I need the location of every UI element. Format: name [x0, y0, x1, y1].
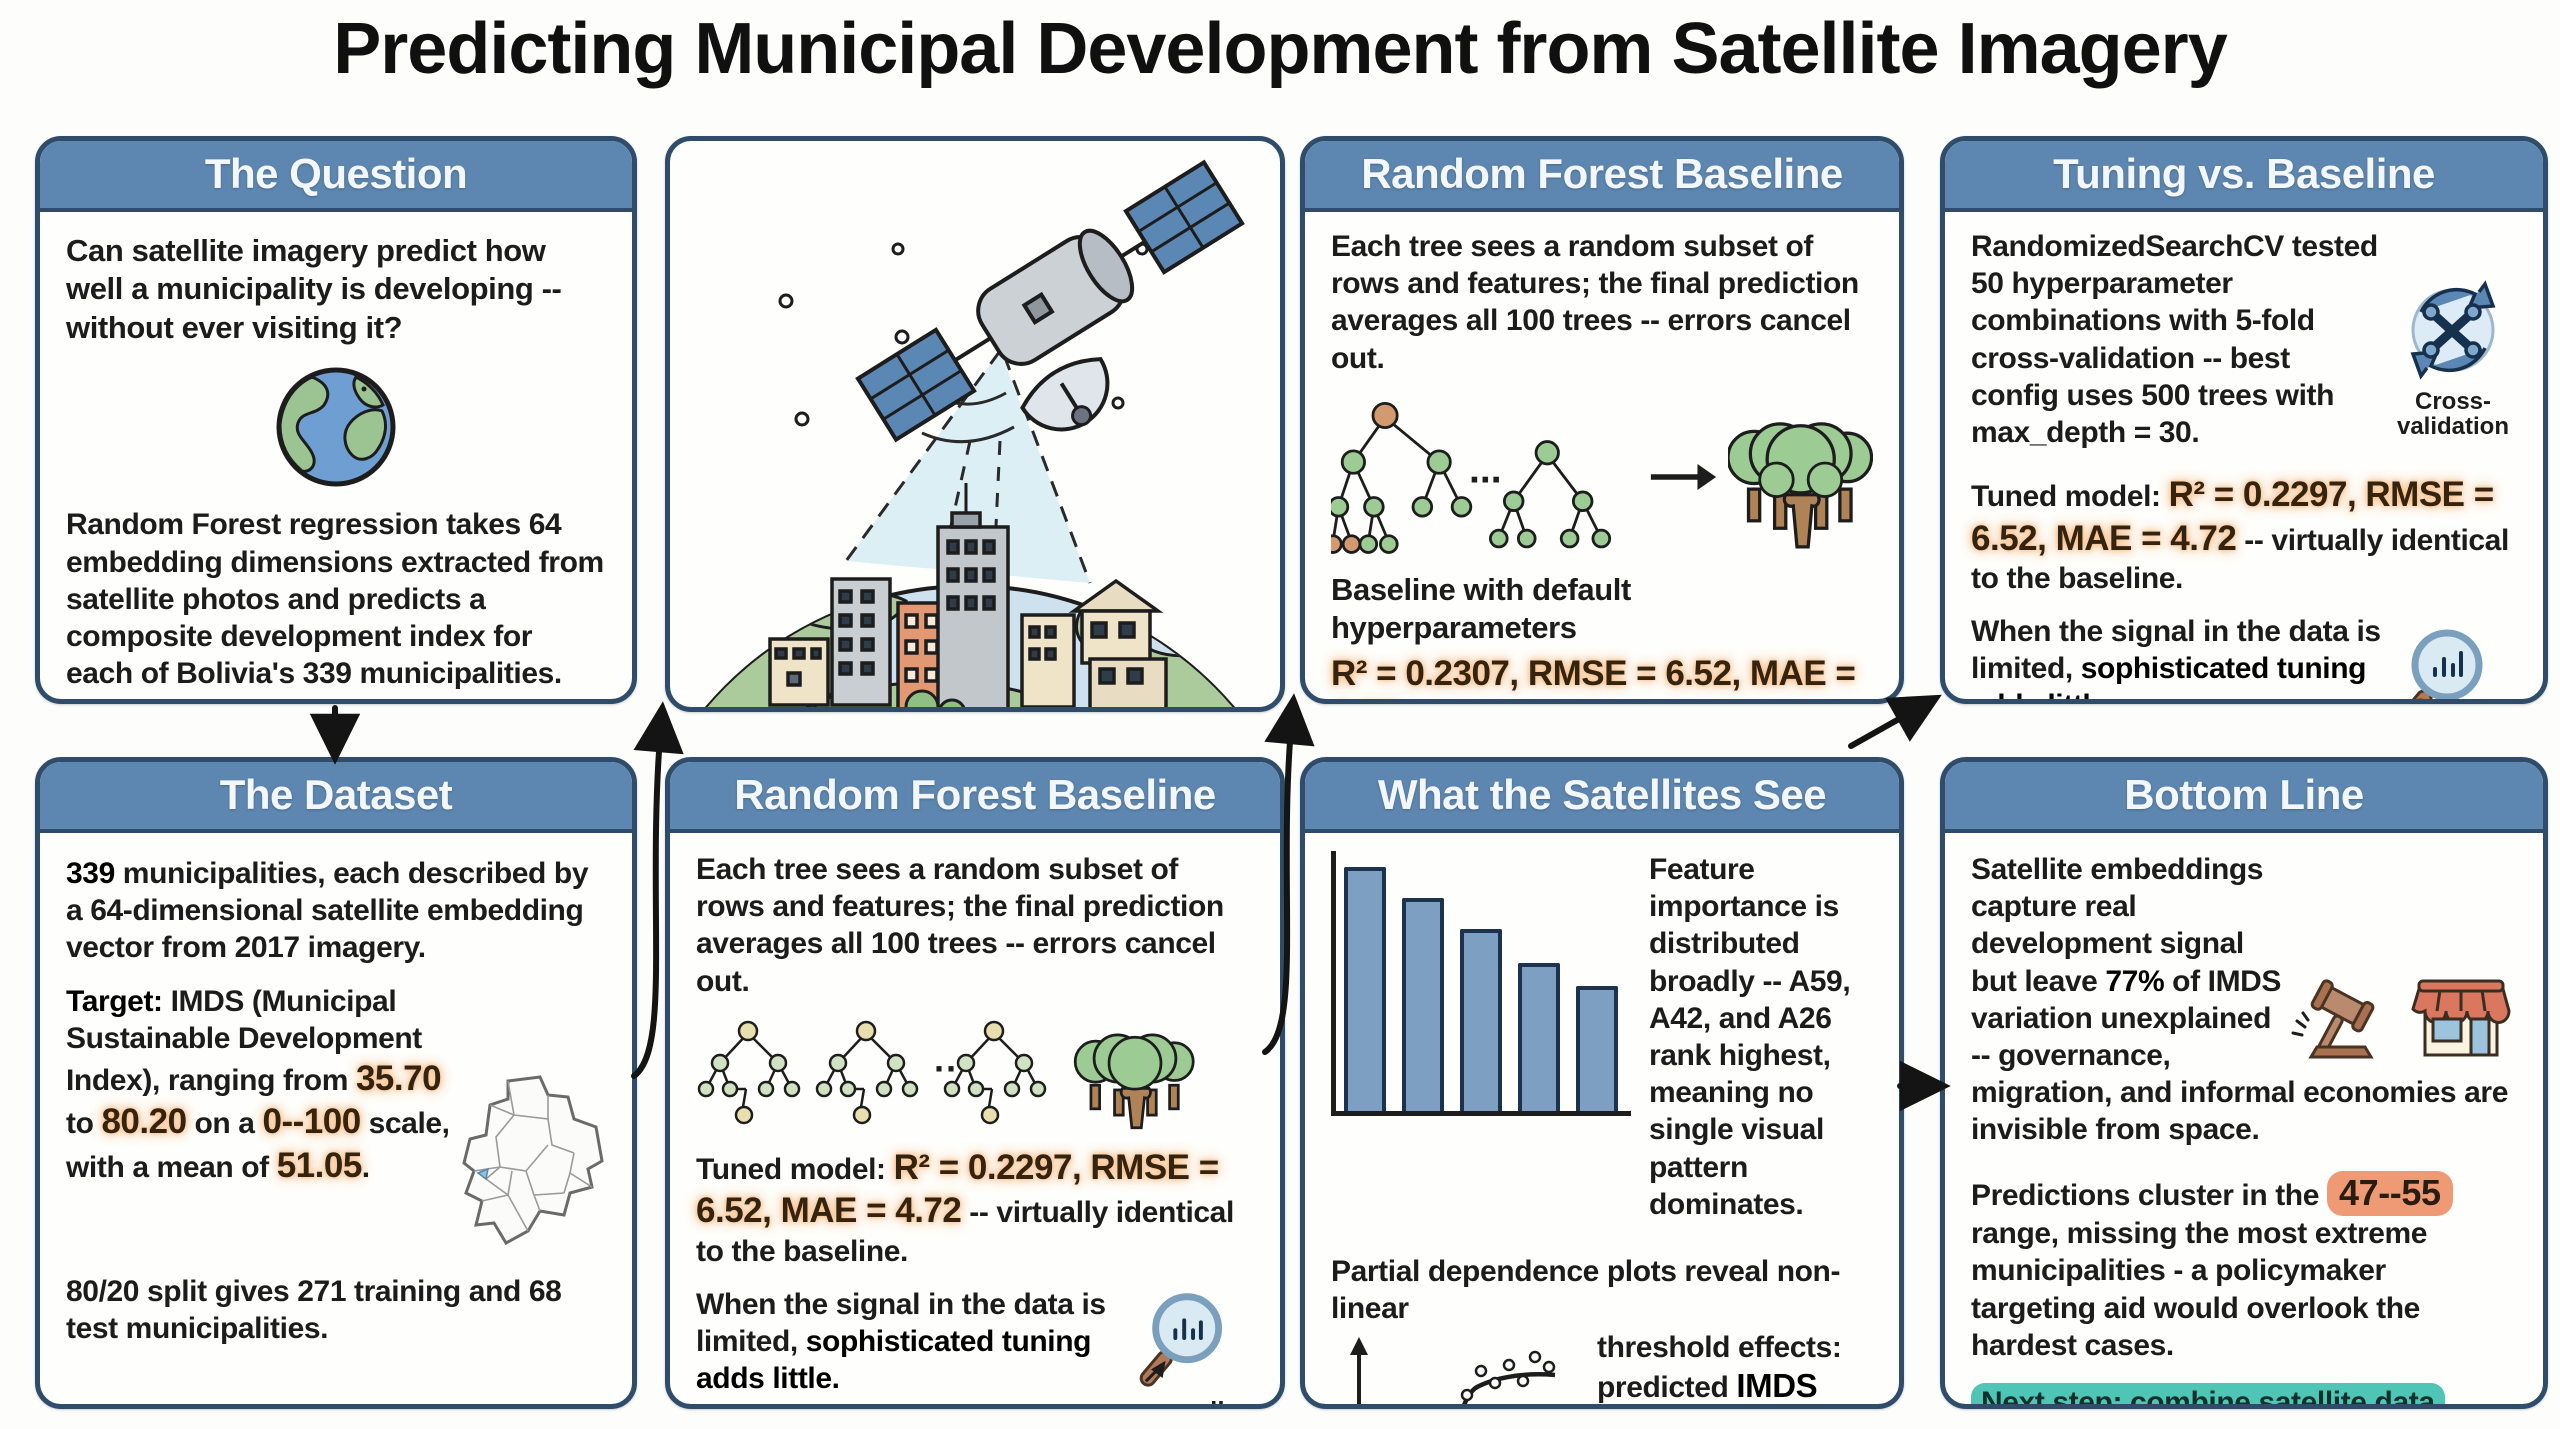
partial-dependence-plot	[1350, 1337, 1556, 1404]
range-pill: 47--55	[2326, 1170, 2453, 1216]
satellites-see-title: What the Satellites See	[1305, 762, 1899, 833]
cross-validation-label: Cross-validation	[2396, 388, 2510, 441]
panel-rf-baseline-bottom: Random Forest Baseline Each tree sees a …	[665, 757, 1285, 1409]
bottom-line-title: Bottom Line	[1945, 762, 2543, 833]
tree-ellipsis: ...	[1469, 448, 1502, 491]
imds-mean: 51.05	[276, 1145, 363, 1185]
rf-bottom-metrics-line: Tuned model: R² = 0.2297, RMSE = 6.52, M…	[696, 1146, 1254, 1270]
imds-range-low: 35.70	[355, 1058, 442, 1098]
rf-bottom-metrics: R² = 0.2297, RMSE = 6.52, MAE = 4.72	[696, 1147, 1219, 1231]
pdp-text: threshold effects: predicted IMDS jumps …	[1597, 1329, 1873, 1405]
rf-top-metrics-line: R² = 0.2307, RMSE = 6.52, MAE = 4.68 -- …	[1331, 652, 1873, 704]
page-title: Predicting Municipal Development from Sa…	[333, 9, 2227, 89]
tuning-metrics-tail: -- virtually identical to the baseline.	[1971, 523, 2509, 595]
tuning-search-text: RandomizedSearchCV tested 50 hyperparame…	[1971, 230, 2378, 449]
imds-range-high: 80.20	[101, 1102, 187, 1142]
rf-top-explainer: Each tree sees a random subset of rows a…	[1331, 230, 1859, 375]
panel-rf-baseline-top: Random Forest Baseline Each tree sees a …	[1300, 136, 1904, 704]
forest-icon-small	[1073, 1033, 1195, 1129]
next-step-block: Next step: combine satellite data with a…	[1971, 1380, 2517, 1404]
rf-bottom-metrics-tail: -- virtually identical to the baseline.	[696, 1196, 1234, 1268]
feature-importance-bar	[1576, 986, 1618, 1111]
panel-bottom-line: Bottom Line	[1940, 757, 2548, 1409]
dataset-title: The Dataset	[40, 762, 632, 833]
panel-satellite-illustration	[665, 136, 1285, 712]
rf-top-baseline-label: Baseline with default hyperparameters	[1331, 571, 1631, 646]
bl-p1c: of IMDS variation unexplained -- governa…	[1971, 964, 2508, 1147]
arrow-right-icon	[1650, 463, 1716, 490]
magnifier-icon	[2397, 623, 2517, 699]
tuning-conclusion-text: When the signal in the data is limited, …	[1971, 613, 2517, 699]
target-label: Target:	[66, 984, 163, 1018]
tuning-conclusion-b: sophisticated tuning adds little.	[1971, 652, 2367, 699]
store-icon	[2411, 979, 2511, 1057]
tree-to-forest-diagram: ...	[1331, 391, 1873, 563]
panel-the-question: The Question Can satellite imagery predi…	[35, 136, 637, 704]
tuning-metrics: R² = 0.2297, RMSE = 6.52, MAE = 4.72	[1971, 475, 2494, 558]
pdp-intro-text: Partial dependence plots reveal non-line…	[1331, 1254, 1841, 1326]
feature-importance-bar	[1460, 929, 1502, 1111]
feature-importance-text: Feature importance is distributed broadl…	[1649, 853, 1851, 1221]
globe-icon	[66, 363, 606, 496]
bl-p2b: range, missing the most extreme municipa…	[1971, 1217, 2428, 1362]
prediction-cluster-text: Predictions cluster in the 47--55 range,…	[1971, 1170, 2517, 1364]
tuned-model-label: Tuned model:	[1971, 480, 2169, 514]
rf-bottom-explainer: Each tree sees a random subset of rows a…	[696, 853, 1224, 998]
dataset-target-text: Target: IMDS (Municipal Sustainable Deve…	[66, 983, 606, 1188]
pdp-text-b: IMDS jumps sharply	[1736, 1367, 1818, 1405]
small-label: small.	[1136, 1396, 1254, 1404]
feature-importance-bar	[1518, 962, 1560, 1111]
forest-icon	[1727, 421, 1873, 549]
gavel-icon	[2291, 979, 2375, 1059]
feature-importance-bar	[1344, 866, 1386, 1111]
bl-p1a: Satellite embeddings capture real develo…	[1971, 853, 2264, 998]
bolivia-map-icon	[456, 1074, 606, 1247]
target-b: to	[66, 1107, 102, 1141]
rf-baseline-top-title: Random Forest Baseline	[1305, 141, 1899, 212]
invisible-factors-icons	[2289, 969, 2517, 1061]
question-text: Can satellite imagery predict how well a…	[66, 233, 562, 345]
pdp-text-a: threshold effects: predicted	[1597, 1331, 1842, 1405]
target-a: IMDS (Municipal Sustainable Development …	[66, 984, 422, 1097]
unexplained-pct: 77%	[2105, 964, 2165, 998]
dataset-size-tail: municipalities, each described by a 64-d…	[66, 857, 589, 965]
rf-top-metrics-tail: -- the model explains about	[1397, 702, 1790, 704]
dataset-count: 339	[66, 857, 115, 890]
tuning-metrics-line: Tuned model: R² = 0.2297, RMSE = 6.52, M…	[1971, 473, 2517, 597]
rf-top-metrics: R² = 0.2307, RMSE = 6.52, MAE = 4.68	[1331, 653, 1856, 699]
rf-bottom-conclusion-b: sophisticated tuning adds little.	[696, 1324, 1092, 1396]
bottom-line-signal-text: Satellite embeddings capture real develo…	[1971, 851, 2517, 1149]
next-step-text: Next step: combine satellite data with a…	[1971, 1382, 2499, 1404]
dataset-size-text: 339 municipalities, each described by a …	[66, 855, 606, 967]
panel-what-satellites-see: What the Satellites See Feature importan…	[1300, 757, 1904, 1409]
cross-validation-icon: Cross-validation	[2389, 278, 2517, 439]
question-detail-text: Random Forest regression takes 64 embedd…	[66, 508, 604, 691]
magnifier-icon-small: small.	[1136, 1286, 1254, 1404]
target-d: scale, with a mean of	[66, 1107, 450, 1184]
panel-tuning-vs-baseline: Tuning vs. Baseline Cr	[1940, 136, 2548, 704]
rf-top-pct: 23%	[1791, 702, 1850, 704]
arrow-dataset-to-satellite	[631, 701, 684, 1079]
rf-baseline-bottom-title: Random Forest Baseline	[670, 762, 1280, 833]
tuning-conclusion-a: When the signal in the data is limited,	[1971, 615, 2381, 686]
target-e: .	[361, 1150, 370, 1184]
mini-decision-trees: ···	[697, 1020, 1047, 1124]
rf-bottom-conclusion-a: When the signal in the data is limited,	[696, 1287, 1106, 1358]
imds-scale: 0--100	[262, 1102, 362, 1142]
mini-trees-diagram: ···	[696, 1016, 1254, 1134]
panel-the-dataset: The Dataset 339 municipalities, each des…	[35, 757, 637, 1409]
rf-bottom-tuned-label: Tuned model:	[696, 1152, 894, 1186]
bl-p2a: Predictions cluster in the	[1971, 1178, 2327, 1212]
target-c: on a	[186, 1107, 263, 1141]
satellite-scene-illustration	[670, 159, 1280, 707]
panel-the-question-title: The Question	[40, 141, 632, 212]
feature-importance-bar	[1402, 897, 1444, 1111]
feature-importance-bar-chart	[1331, 851, 1631, 1116]
decision-tree-diagram: ...	[1331, 401, 1612, 554]
tuning-title: Tuning vs. Baseline	[1945, 141, 2543, 212]
rf-bottom-conclusion: When the signal in the data is limited, …	[696, 1286, 1254, 1398]
arrow-satellitessee-to-tuning	[1848, 694, 1942, 749]
dataset-split-text: 80/20 split gives 271 training and 68 te…	[66, 1274, 562, 1345]
